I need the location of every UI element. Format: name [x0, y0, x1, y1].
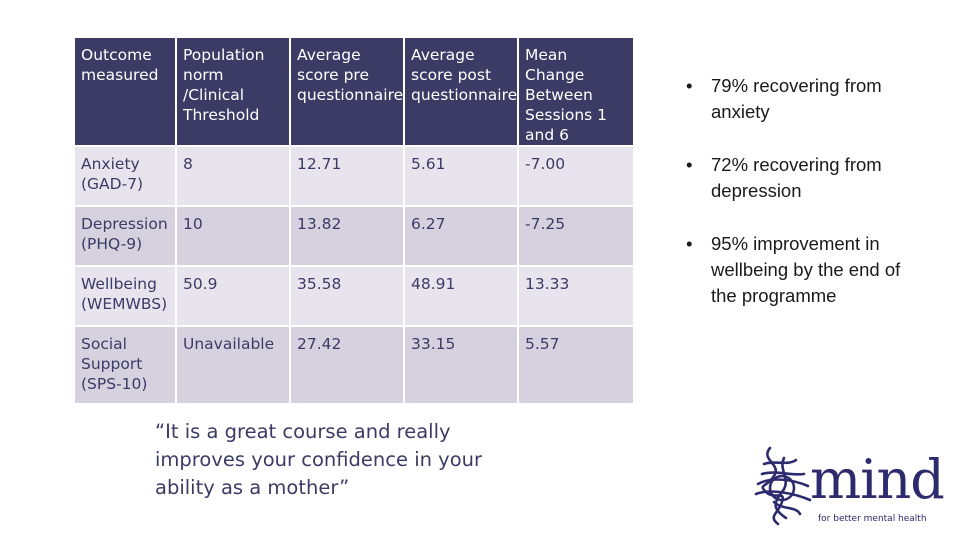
bullet-item: • 72% recovering from depression [686, 152, 926, 204]
table-cell: 50.9 [175, 265, 291, 327]
table-cell: 48.91 [403, 265, 519, 327]
outcomes-table: Outcome measured Population norm /Clinic… [73, 36, 635, 405]
table-cell: 6.27 [403, 205, 519, 267]
bullet-marker: • [686, 154, 693, 175]
table-cell: -7.00 [517, 145, 635, 207]
bullet-marker: • [686, 233, 693, 254]
table-cell: 10 [175, 205, 291, 267]
header-population-norm: Population norm /Clinical Threshold [175, 36, 291, 147]
bullet-marker: • [686, 75, 693, 96]
testimonial-quote: “It is a great course and really improve… [155, 420, 483, 499]
table-cell: Depression (PHQ-9) [73, 205, 177, 267]
header-outcome: Outcome measured [73, 36, 177, 147]
table-cell: 8 [175, 145, 291, 207]
bullet-item: • 95% improvement in wellbeing by the en… [686, 231, 926, 309]
table-cell: Unavailable [175, 325, 291, 405]
table-row: Social Support (SPS-10) Unavailable 27.4… [73, 325, 635, 405]
results-bullet-list: • 79% recovering from anxiety • 72% reco… [686, 73, 926, 336]
bullet-text: 95% improvement in wellbeing by the end … [711, 233, 901, 306]
table-row: Anxiety (GAD-7) 8 12.71 5.61 -7.00 [73, 145, 635, 207]
table-cell: 35.58 [289, 265, 405, 327]
table-cell: -7.25 [517, 205, 635, 267]
table-cell: 13.33 [517, 265, 635, 327]
table-cell: Social Support (SPS-10) [73, 325, 177, 405]
table-cell: 5.57 [517, 325, 635, 405]
table-cell: 13.82 [289, 205, 405, 267]
table-header-row: Outcome measured Population norm /Clinic… [73, 36, 635, 147]
table-cell: 33.15 [403, 325, 519, 405]
table-row: Wellbeing (WEMWBS) 50.9 35.58 48.91 13.3… [73, 265, 635, 327]
logo-wordmark: mind [810, 448, 945, 511]
bullet-item: • 79% recovering from anxiety [686, 73, 926, 125]
header-mean-change: Mean Change Between Sessions 1 and 6 [517, 36, 635, 147]
mind-scribble-logo-icon [754, 446, 812, 526]
header-average-pre: Average score pre questionnaire [289, 36, 405, 147]
logo-tagline: for better mental health [818, 514, 927, 524]
table-cell: Anxiety (GAD-7) [73, 145, 177, 207]
bullet-text: 79% recovering from anxiety [711, 75, 882, 122]
table-cell: 27.42 [289, 325, 405, 405]
mind-logo: mind for better mental health [752, 440, 948, 530]
bullet-text: 72% recovering from depression [711, 154, 882, 201]
table-cell: 5.61 [403, 145, 519, 207]
table-cell: Wellbeing (WEMWBS) [73, 265, 177, 327]
table-cell: 12.71 [289, 145, 405, 207]
header-average-post: Average score post questionnaire [403, 36, 519, 147]
table-row: Depression (PHQ-9) 10 13.82 6.27 -7.25 [73, 205, 635, 267]
